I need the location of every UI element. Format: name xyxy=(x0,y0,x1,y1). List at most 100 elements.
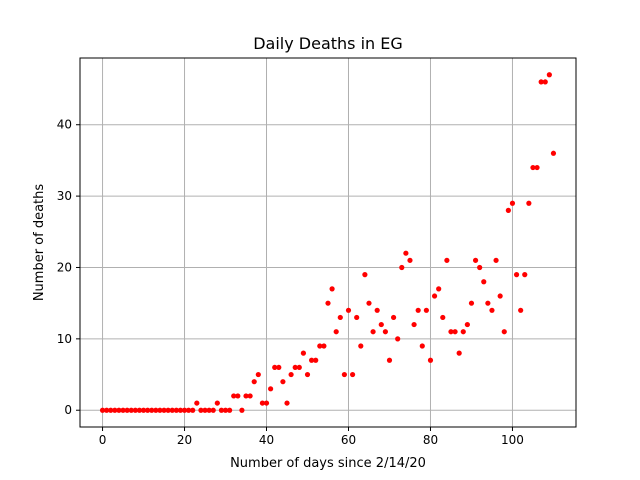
data-point xyxy=(415,307,421,313)
data-point xyxy=(395,336,401,342)
y-tick-label: 30 xyxy=(57,189,72,203)
data-point xyxy=(534,164,540,171)
x-tick-label: 60 xyxy=(341,433,356,447)
data-point xyxy=(259,400,266,406)
data-points xyxy=(99,72,557,413)
data-point xyxy=(440,314,446,321)
y-tick-label: 20 xyxy=(57,260,72,274)
data-point xyxy=(472,257,479,263)
data-point xyxy=(161,407,167,413)
data-point xyxy=(251,379,257,385)
data-point xyxy=(460,329,466,335)
data-point xyxy=(136,407,143,413)
x-tick-label: 40 xyxy=(259,433,274,447)
data-point xyxy=(210,407,216,413)
data-point xyxy=(309,357,315,363)
data-point xyxy=(325,300,331,306)
data-point xyxy=(386,357,393,363)
data-point xyxy=(411,321,417,328)
data-point xyxy=(288,371,294,378)
data-point xyxy=(292,364,298,371)
data-point xyxy=(239,407,245,413)
data-point xyxy=(542,79,548,85)
data-point xyxy=(481,279,487,285)
data-point xyxy=(296,364,302,371)
data-point xyxy=(419,343,425,349)
data-point xyxy=(255,371,261,378)
data-point xyxy=(227,407,233,413)
data-point xyxy=(518,307,524,313)
data-point xyxy=(403,250,409,256)
data-point xyxy=(280,379,286,385)
data-point xyxy=(452,329,458,335)
data-point xyxy=(550,150,557,156)
data-point xyxy=(140,407,147,413)
data-point xyxy=(333,329,339,335)
data-point xyxy=(214,400,220,406)
data-point xyxy=(243,393,249,399)
x-tick-label: 20 xyxy=(177,433,192,447)
data-point xyxy=(423,307,429,313)
data-point xyxy=(538,79,544,85)
data-point xyxy=(169,407,175,413)
plot-frame xyxy=(79,57,577,428)
data-point xyxy=(477,264,483,271)
data-point xyxy=(165,407,171,413)
y-tick-label: 40 xyxy=(57,118,72,132)
data-point xyxy=(194,400,200,406)
data-point xyxy=(341,371,347,378)
data-point xyxy=(489,307,495,313)
data-point xyxy=(497,293,503,299)
data-point xyxy=(501,329,507,335)
data-point xyxy=(231,393,237,399)
data-point xyxy=(390,314,397,321)
data-point xyxy=(153,407,159,413)
data-point xyxy=(202,407,208,413)
data-point xyxy=(329,286,335,292)
data-point xyxy=(198,407,204,413)
data-point xyxy=(186,407,192,413)
data-point xyxy=(263,400,270,406)
data-point xyxy=(272,364,278,371)
data-point xyxy=(120,407,126,413)
data-point xyxy=(349,371,356,378)
data-point xyxy=(522,272,528,278)
data-point xyxy=(145,407,151,413)
data-point xyxy=(268,386,274,392)
data-point xyxy=(468,300,475,306)
data-point xyxy=(505,207,511,213)
data-point xyxy=(354,314,360,321)
data-point xyxy=(456,350,462,356)
data-point xyxy=(190,407,196,413)
data-point xyxy=(321,343,327,349)
data-point xyxy=(128,407,134,413)
data-point xyxy=(235,393,241,399)
data-point xyxy=(526,200,532,206)
data-point xyxy=(313,357,319,363)
data-point xyxy=(493,257,499,263)
data-point xyxy=(407,257,413,263)
data-point xyxy=(546,72,552,78)
data-point xyxy=(485,300,491,306)
y-tick-label: 0 xyxy=(64,403,72,417)
data-point xyxy=(284,400,290,406)
data-point xyxy=(108,407,114,413)
chart-title: Daily Deaths in EG xyxy=(253,34,403,53)
data-point xyxy=(382,329,388,335)
data-point xyxy=(149,407,155,413)
data-point xyxy=(370,329,376,335)
axis-ticks: 0 20 40 60 80 100 0 10 20 30 40 xyxy=(57,118,524,447)
data-point xyxy=(222,407,229,413)
y-axis-label: Number of deaths xyxy=(32,184,47,302)
data-point xyxy=(173,407,179,413)
data-point xyxy=(358,343,364,349)
x-tick-label: 100 xyxy=(501,433,524,447)
data-point xyxy=(116,407,122,413)
data-point xyxy=(181,407,188,413)
data-point xyxy=(317,343,323,349)
data-point xyxy=(464,321,470,328)
x-tick-label: 80 xyxy=(423,433,438,447)
data-point xyxy=(276,364,282,371)
data-point xyxy=(374,307,380,313)
